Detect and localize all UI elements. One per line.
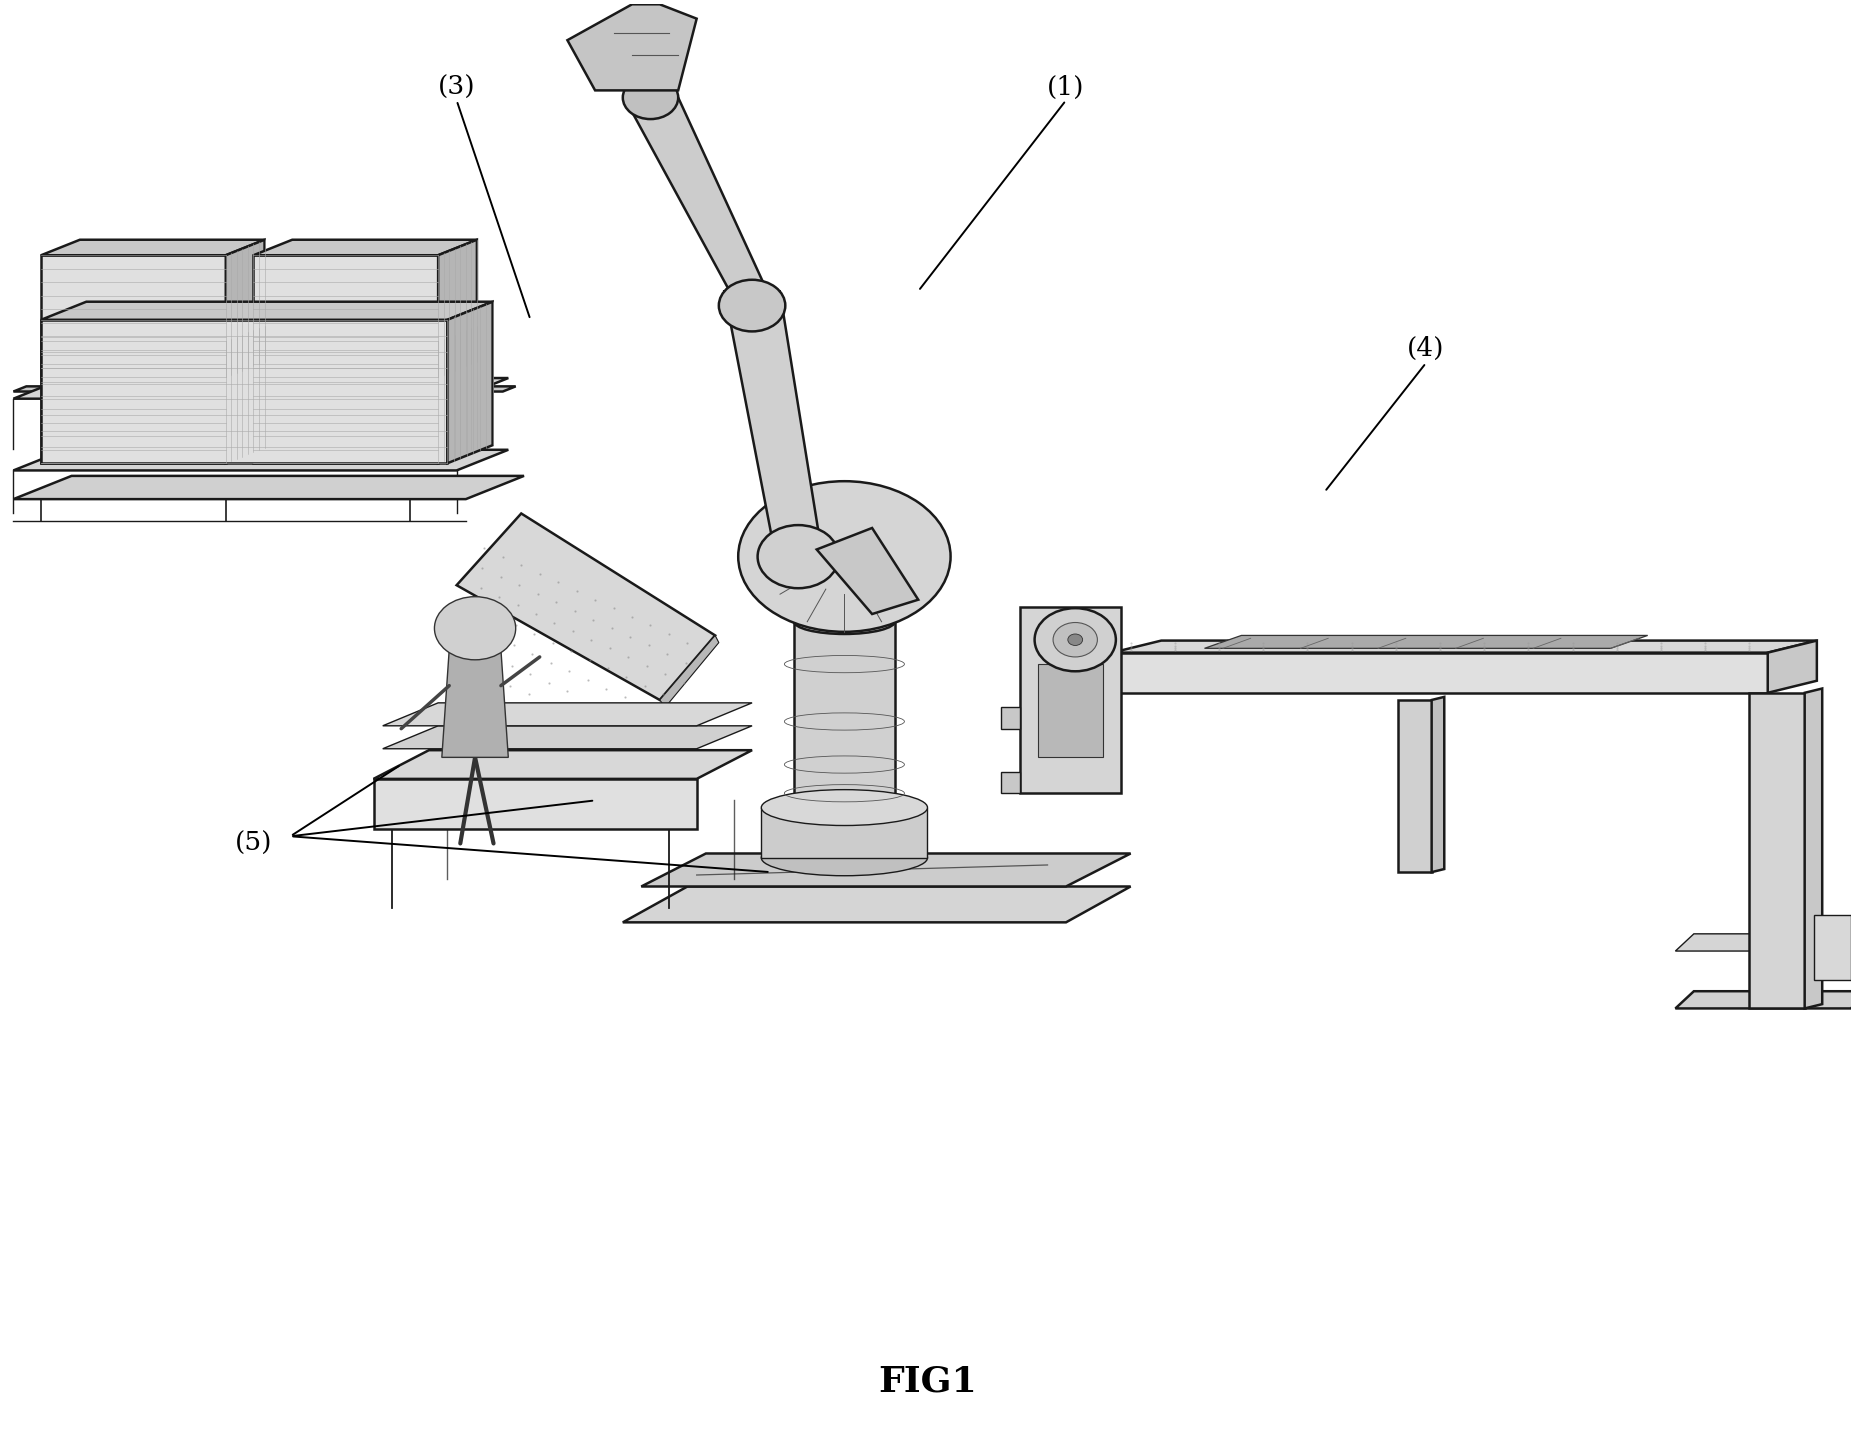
Polygon shape	[373, 779, 697, 830]
Polygon shape	[623, 886, 1132, 922]
Text: (3): (3)	[438, 75, 475, 100]
Polygon shape	[447, 302, 493, 463]
Polygon shape	[254, 240, 477, 255]
Polygon shape	[1768, 641, 1816, 693]
Ellipse shape	[761, 789, 928, 825]
Polygon shape	[1113, 652, 1768, 693]
Polygon shape	[41, 240, 265, 255]
Polygon shape	[382, 703, 751, 726]
Polygon shape	[41, 342, 226, 463]
Circle shape	[434, 597, 516, 659]
Circle shape	[757, 525, 838, 589]
Circle shape	[720, 280, 785, 332]
Circle shape	[1068, 633, 1083, 645]
Polygon shape	[13, 378, 508, 398]
Polygon shape	[1020, 606, 1122, 794]
Polygon shape	[13, 476, 523, 499]
Polygon shape	[441, 649, 508, 758]
Polygon shape	[456, 514, 716, 700]
Polygon shape	[568, 4, 697, 91]
Polygon shape	[254, 326, 477, 342]
Ellipse shape	[794, 608, 896, 633]
Polygon shape	[382, 726, 751, 749]
Bar	[761, 808, 928, 857]
Polygon shape	[41, 326, 265, 342]
Polygon shape	[254, 255, 438, 377]
Polygon shape	[1002, 772, 1020, 794]
Polygon shape	[1002, 707, 1020, 729]
Polygon shape	[13, 450, 508, 470]
Ellipse shape	[738, 481, 950, 632]
Bar	[794, 620, 896, 808]
Polygon shape	[1039, 664, 1104, 758]
Polygon shape	[1805, 688, 1822, 1009]
Text: (5): (5)	[236, 831, 273, 856]
Polygon shape	[41, 255, 226, 377]
Polygon shape	[723, 291, 825, 579]
Ellipse shape	[761, 840, 928, 876]
Polygon shape	[1675, 934, 1855, 951]
Circle shape	[1035, 608, 1117, 671]
Polygon shape	[373, 750, 751, 779]
Polygon shape	[1675, 991, 1855, 1009]
Polygon shape	[226, 326, 265, 463]
Polygon shape	[41, 302, 493, 320]
Polygon shape	[1432, 697, 1445, 872]
Circle shape	[1054, 622, 1098, 657]
Polygon shape	[816, 528, 918, 615]
Polygon shape	[13, 387, 516, 391]
Polygon shape	[633, 98, 770, 299]
Polygon shape	[660, 635, 720, 707]
Polygon shape	[254, 342, 438, 463]
Polygon shape	[438, 326, 477, 463]
Text: (1): (1)	[1048, 75, 1085, 100]
Text: (4): (4)	[1408, 336, 1445, 361]
Polygon shape	[1814, 915, 1851, 980]
Polygon shape	[41, 320, 447, 463]
Polygon shape	[1749, 693, 1805, 1009]
Polygon shape	[642, 853, 1132, 886]
Polygon shape	[1204, 635, 1647, 648]
Text: FIG1: FIG1	[877, 1365, 978, 1398]
Circle shape	[623, 76, 679, 120]
Text: O: O	[855, 563, 870, 579]
Polygon shape	[1113, 641, 1816, 652]
Polygon shape	[1399, 700, 1432, 872]
Polygon shape	[438, 240, 477, 377]
Polygon shape	[226, 240, 265, 377]
